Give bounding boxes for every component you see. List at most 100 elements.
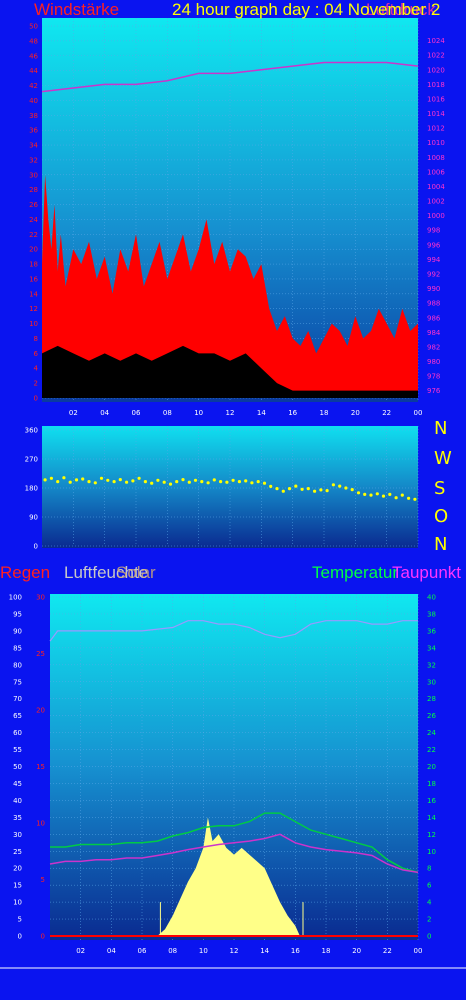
climate-x-tick: 08 [168, 947, 177, 955]
direction-point [250, 481, 254, 485]
temperature-y-tick: 2 [427, 916, 431, 924]
wind-y-tick: 4 [34, 365, 39, 373]
pressure-y-tick: 982 [427, 343, 440, 351]
humidity-y-tick: 85 [13, 644, 22, 652]
rain-y-tick: 25 [36, 650, 45, 658]
pressure-y-tick: 1000 [427, 212, 445, 220]
direction-point [200, 480, 204, 484]
climate-x-tick: 12 [230, 947, 239, 955]
humidity-y-tick: 65 [13, 712, 22, 720]
climate-x-tick: 06 [138, 947, 147, 955]
temperature-y-tick: 26 [427, 712, 436, 720]
temperature-y-tick: 38 [427, 610, 436, 618]
pressure-y-tick: 1022 [427, 52, 445, 60]
compass-o: O [434, 506, 449, 527]
wind-y-tick: 18 [29, 261, 38, 269]
climate-x-tick: 00 [414, 947, 423, 955]
wind-x-tick: 00 [414, 409, 423, 417]
climate-x-tick: 04 [107, 947, 116, 955]
pressure-y-tick: 994 [427, 256, 441, 264]
wind-y-tick: 24 [29, 216, 38, 224]
temperature-y-tick: 22 [427, 746, 436, 754]
direction-point [143, 480, 147, 484]
wind-label: Windstärke [34, 0, 120, 19]
wind-y-tick: 42 [29, 82, 38, 90]
humidity-y-tick: 55 [13, 746, 22, 754]
wind-y-tick: 36 [29, 127, 38, 135]
direction-point [381, 494, 386, 498]
humidity-y-tick: 10 [13, 899, 22, 907]
wind-y-tick: 48 [29, 37, 38, 45]
direction-point [331, 483, 335, 487]
humidity-y-tick: 40 [13, 797, 22, 805]
direction-point [344, 486, 348, 490]
direction-point [375, 492, 379, 496]
humidity-y-tick: 75 [13, 678, 22, 686]
wind-average-series [42, 345, 418, 398]
direction-point [225, 480, 229, 484]
direction-y-tick: 90 [29, 514, 38, 522]
pressure-y-tick: 986 [427, 314, 441, 322]
direction-point [162, 480, 166, 484]
rain-y-tick: 20 [36, 707, 45, 715]
pressure-y-tick: 1008 [427, 154, 445, 162]
direction-point [269, 484, 273, 488]
direction-y-tick: 360 [25, 427, 38, 435]
direction-point [325, 489, 329, 493]
wind-x-tick: 16 [288, 409, 297, 417]
direction-point [400, 493, 404, 497]
direction-point [287, 487, 292, 491]
direction-point [43, 478, 47, 482]
direction-point [175, 480, 179, 484]
pressure-y-tick: 996 [427, 241, 441, 249]
climate-x-tick: 02 [76, 947, 85, 955]
wind-x-tick: 12 [226, 409, 235, 417]
direction-point [369, 493, 373, 497]
direction-point [187, 480, 191, 484]
wind-y-tick: 38 [29, 112, 38, 120]
temperature-y-tick: 14 [427, 814, 436, 822]
direction-point [118, 478, 122, 482]
direction-point [93, 481, 97, 485]
rain-y-tick: 15 [36, 763, 45, 771]
wind-y-tick: 30 [29, 171, 38, 179]
direction-point [388, 492, 392, 496]
wind-x-tick: 08 [163, 409, 172, 417]
wind-y-tick: 0 [34, 395, 38, 403]
chart-title: 24 hour graph day : 04 November 2 [172, 0, 441, 19]
direction-point [356, 491, 361, 495]
pressure-y-tick: 1006 [427, 168, 445, 176]
compass-n2: N [434, 534, 448, 555]
direction-point [319, 488, 323, 492]
direction-point [68, 480, 72, 484]
temperature-y-tick: 24 [427, 729, 436, 737]
humidity-y-tick: 25 [13, 848, 22, 856]
direction-point [137, 476, 141, 480]
wind-y-tick: 22 [29, 231, 38, 239]
direction-point [106, 478, 110, 482]
temperature-y-tick: 18 [427, 780, 436, 788]
temperature-y-tick: 28 [427, 695, 436, 703]
wind-y-tick: 44 [29, 67, 38, 75]
direction-point [237, 480, 241, 484]
pressure-y-tick: 990 [427, 285, 440, 293]
direction-point [81, 477, 85, 481]
humidity-y-tick: 95 [13, 610, 22, 618]
wind-y-tick: 40 [29, 97, 38, 105]
temperature-series [50, 812, 419, 874]
pressure-y-tick: 984 [427, 329, 441, 337]
climate-x-tick: 22 [383, 947, 392, 955]
compass-s: S [434, 478, 446, 499]
humidity-y-tick: 15 [13, 882, 22, 890]
humidity-y-tick: 70 [13, 695, 22, 703]
direction-point [350, 488, 354, 492]
temperature-y-tick: 12 [427, 831, 436, 839]
direction-point [125, 480, 129, 484]
pressure-y-tick: 1012 [427, 125, 445, 133]
direction-point [313, 489, 317, 493]
direction-point [87, 480, 91, 484]
humidity-y-tick: 90 [13, 627, 22, 635]
wind-x-tick: 06 [132, 409, 141, 417]
humidity-y-tick: 60 [13, 729, 22, 737]
